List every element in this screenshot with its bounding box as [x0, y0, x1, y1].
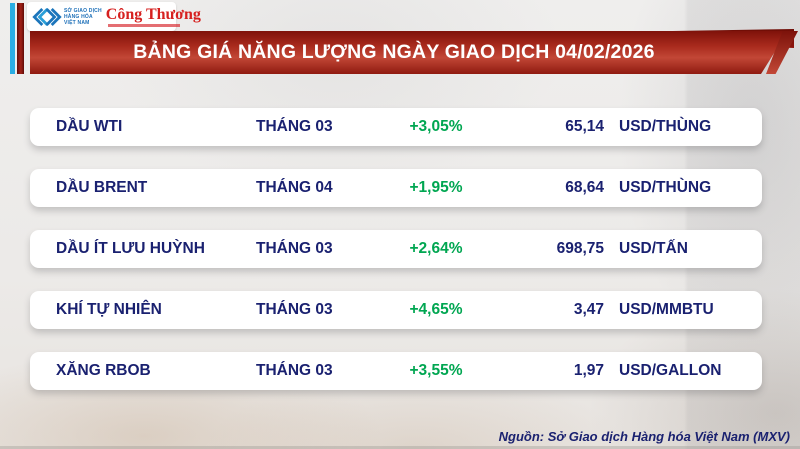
- mxv-logo-text: SỞ GIAO DỊCH HÀNG HÓA VIỆT NAM: [64, 8, 102, 26]
- price-change: +3,55%: [409, 362, 463, 379]
- contract-month: THÁNG 03: [256, 118, 333, 135]
- price-unit: USD/MMBTU: [619, 301, 714, 318]
- table-row: KHÍ TỰ NHIÊN THÁNG 03 +4,65% 3,47 USD/MM…: [30, 291, 762, 329]
- price-unit: USD/TẤN: [619, 240, 688, 257]
- price-change: +2,64%: [409, 240, 463, 257]
- price-change: +3,05%: [409, 118, 463, 135]
- title-banner: BẢNG GIÁ NĂNG LƯỢNG NGÀY GIAO DỊCH 04/02…: [30, 31, 788, 74]
- price-unit: USD/THÙNG: [619, 118, 712, 135]
- left-accent-stripe-cyan: [10, 3, 15, 74]
- price-value: 65,14: [565, 118, 604, 135]
- contract-month: THÁNG 03: [256, 240, 333, 257]
- table-row: DẦU WTI THÁNG 03 +3,05% 65,14 USD/THÙNG: [30, 108, 762, 146]
- cong-thuong-tagline-bar: [107, 24, 180, 27]
- mxv-logo-line-3: VIỆT NAM: [64, 19, 90, 26]
- mxv-logo-icon: [32, 7, 62, 26]
- table-row: DẦU BRENT THÁNG 04 +1,95% 68,64 USD/THÙN…: [30, 169, 762, 207]
- contract-month: THÁNG 04: [256, 179, 333, 196]
- commodity-name: DẦU WTI: [56, 118, 123, 135]
- cong-thuong-logo-block: Công Thương: [105, 5, 201, 27]
- contract-month: THÁNG 03: [256, 362, 333, 379]
- mxv-logo-line-2: HÀNG HÓA: [64, 13, 93, 20]
- price-value: 68,64: [565, 179, 604, 196]
- logo-card: SỞ GIAO DỊCH HÀNG HÓA VIỆT NAM Công Thươ…: [27, 2, 201, 31]
- table-row: XĂNG RBOB THÁNG 03 +3,55% 1,97 USD/GALLO…: [30, 352, 762, 390]
- price-change: +1,95%: [409, 179, 463, 196]
- cong-thuong-logo: Công Thương: [105, 5, 201, 23]
- price-unit: USD/THÙNG: [619, 179, 712, 196]
- commodity-name: DẦU BRENT: [56, 179, 148, 196]
- price-unit: USD/GALLON: [619, 362, 722, 379]
- price-value: 1,97: [573, 362, 604, 379]
- price-table: DẦU WTI THÁNG 03 +3,05% 65,14 USD/THÙNG …: [30, 108, 762, 390]
- price-change: +4,65%: [409, 301, 463, 318]
- banner-title: BẢNG GIÁ NĂNG LƯỢNG NGÀY GIAO DỊCH 04/02…: [133, 41, 655, 63]
- left-accent-stripe-maroon: [17, 3, 24, 74]
- price-value: 698,75: [556, 240, 604, 257]
- table-row: DẦU ÍT LƯU HUỲNH THÁNG 03 +2,64% 698,75 …: [30, 230, 762, 268]
- commodity-name: DẦU ÍT LƯU HUỲNH: [56, 240, 205, 257]
- commodity-name: KHÍ TỰ NHIÊN: [56, 301, 162, 318]
- source-note: Nguồn: Sở Giao dịch Hàng hóa Việt Nam (M…: [498, 429, 790, 444]
- commodity-name: XĂNG RBOB: [56, 362, 151, 379]
- price-value: 3,47: [573, 301, 604, 318]
- mxv-logo-line-1: SỞ GIAO DỊCH: [64, 7, 102, 14]
- contract-month: THÁNG 03: [256, 301, 333, 318]
